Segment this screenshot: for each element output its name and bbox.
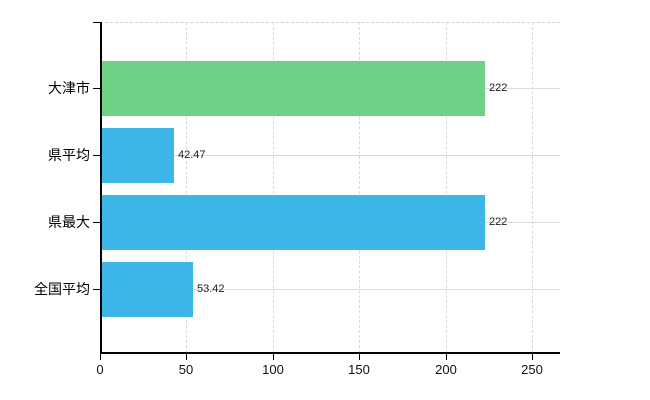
vertical-gridline — [359, 22, 360, 353]
plot-top-border — [100, 22, 560, 23]
vertical-gridline — [446, 22, 447, 353]
y-axis-tick — [93, 22, 100, 23]
category-label: 全国平均 — [34, 281, 90, 297]
bar — [102, 262, 193, 317]
bar-value-label: 53.42 — [197, 283, 225, 295]
category-label: 県最大 — [48, 214, 90, 230]
category-gridline — [100, 155, 560, 156]
x-axis-tick — [100, 353, 101, 360]
x-tick-label: 150 — [348, 362, 370, 377]
category-gridline — [100, 289, 560, 290]
x-tick-label: 50 — [178, 362, 194, 377]
bar-value-label: 222 — [489, 216, 508, 228]
x-tick-label: 200 — [435, 362, 457, 377]
y-axis-tick — [93, 88, 100, 89]
x-tick-label: 0 — [96, 362, 104, 377]
y-axis-tick — [93, 289, 100, 290]
bar — [102, 128, 174, 183]
y-axis-line — [100, 22, 102, 353]
bar — [102, 195, 485, 250]
y-axis-tick — [93, 155, 100, 156]
x-axis-tick — [359, 353, 360, 360]
bar-value-label: 42.47 — [178, 149, 206, 161]
category-label: 県平均 — [48, 147, 90, 163]
y-axis-tick — [93, 222, 100, 223]
bar — [102, 61, 485, 116]
vertical-gridline — [532, 22, 533, 353]
bar-value-label: 222 — [489, 82, 508, 94]
vertical-gridline — [273, 22, 274, 353]
x-axis-tick — [273, 353, 274, 360]
x-axis-tick — [186, 353, 187, 360]
x-tick-label: 100 — [262, 362, 284, 377]
x-axis-tick — [446, 353, 447, 360]
x-axis-tick — [532, 353, 533, 360]
vertical-gridline — [186, 22, 187, 353]
x-tick-label: 250 — [521, 362, 543, 377]
category-label: 大津市 — [48, 80, 90, 96]
x-axis-line — [100, 352, 560, 354]
